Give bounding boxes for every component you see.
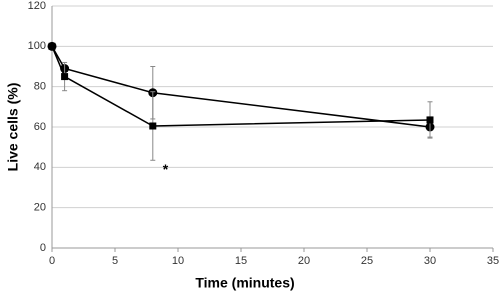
marker (149, 122, 157, 130)
y-tick-label: 80 (34, 81, 46, 93)
series-line (51, 45, 431, 128)
marker (426, 116, 434, 124)
x-tick-label: 10 (172, 255, 184, 267)
y-axis-title: Live cells (%) (5, 83, 21, 172)
y-tick-label: 40 (34, 161, 46, 173)
y-tick-label: 20 (34, 202, 46, 214)
x-tick-label: 15 (235, 255, 247, 267)
marker (61, 73, 69, 81)
y-tick-label: 0 (40, 242, 46, 254)
x-axis-title: Time (minutes) (195, 275, 294, 291)
y-tick-label: 60 (34, 121, 46, 133)
x-tick-label: 20 (298, 255, 310, 267)
x-tick-label: 25 (361, 255, 373, 267)
series-line (51, 46, 431, 127)
annotation: * (163, 161, 169, 177)
x-tick-label: 0 (49, 255, 55, 267)
y-tick-label: 120 (28, 0, 46, 12)
x-tick-label: 35 (487, 255, 499, 267)
y-tick-label: 100 (28, 40, 46, 52)
marker (48, 42, 56, 50)
x-tick-label: 30 (424, 255, 436, 267)
x-tick-label: 5 (112, 255, 118, 267)
